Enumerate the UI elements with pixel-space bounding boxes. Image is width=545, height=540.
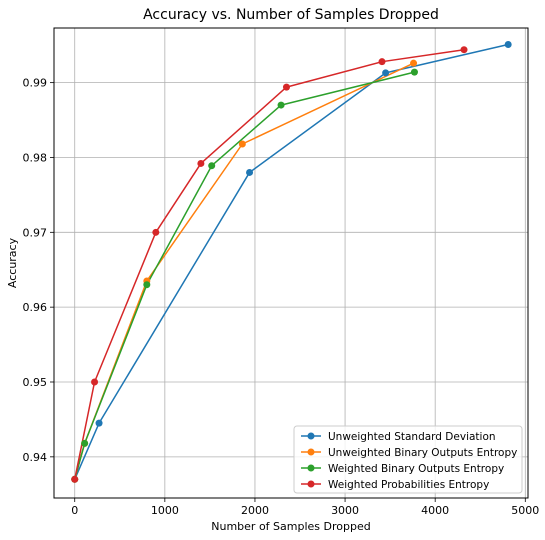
data-point-series-3 [282, 83, 290, 91]
data-point-series-3 [91, 378, 99, 386]
data-point-series-0 [382, 69, 390, 77]
legend-label-0: Unweighted Standard Deviation [328, 431, 496, 443]
data-point-series-3 [152, 228, 160, 236]
x-tick-label: 3000 [331, 504, 359, 517]
legend-marker-1 [307, 448, 315, 456]
data-point-series-0 [504, 40, 512, 48]
legend-marker-0 [307, 432, 315, 440]
x-tick-label: 1000 [151, 504, 179, 517]
data-point-series-1 [238, 140, 246, 148]
data-point-series-0 [95, 419, 103, 427]
data-point-series-2 [143, 281, 151, 289]
plot-frame [53, 27, 529, 499]
legend-box [293, 425, 523, 494]
data-point-series-0 [246, 168, 254, 176]
y-tick-label: 0.97 [23, 226, 48, 239]
grid-lines [54, 28, 528, 498]
chart-title: Accuracy vs. Number of Samples Dropped [143, 7, 439, 23]
legend-label-2: Weighted Binary Outputs Entropy [328, 463, 504, 475]
x-tick-label: 5000 [511, 504, 539, 517]
data-point-series-3 [378, 58, 386, 66]
x-tick-label: 2000 [241, 504, 269, 517]
x-tick-label: 4000 [421, 504, 449, 517]
y-axis-label: Accuracy [6, 237, 19, 288]
axis-ticks: 0 1000 2000 3000 4000 5000 0.94 0.95 0.96 0.97 0.9… [23, 77, 540, 517]
y-tick-label: 0.96 [23, 301, 48, 314]
series-points [71, 40, 512, 483]
data-point-series-1 [410, 59, 418, 67]
legend-marker-2 [307, 464, 315, 472]
legend-marker-3 [307, 480, 315, 488]
data-point-series-2 [81, 439, 89, 447]
legend-label-1: Unweighted Binary Outputs Entropy [328, 447, 517, 459]
y-tick-label: 0.98 [23, 151, 48, 164]
x-tick-label: 0 [71, 504, 78, 517]
chart-legend: Unweighted Standard Deviation Unweighted … [293, 425, 523, 494]
y-tick-label: 0.99 [23, 77, 48, 90]
data-point-series-3 [197, 159, 205, 167]
y-tick-label: 0.95 [23, 376, 48, 389]
x-axis-label: Number of Samples Dropped [211, 520, 370, 533]
data-point-series-2 [410, 68, 418, 76]
data-point-series-3 [71, 475, 79, 483]
data-point-series-2 [208, 162, 216, 170]
legend-label-3: Weighted Probabilities Entropy [328, 479, 489, 491]
data-point-series-2 [277, 101, 285, 109]
y-tick-label: 0.94 [23, 451, 48, 464]
series-line-2 [74, 71, 415, 480]
data-point-series-3 [460, 46, 468, 54]
